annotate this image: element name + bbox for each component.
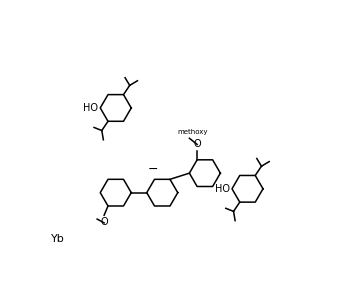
Text: −: − <box>148 163 158 176</box>
Text: O: O <box>100 217 108 227</box>
Text: O: O <box>193 139 201 149</box>
Text: HO: HO <box>215 184 230 194</box>
Text: HO: HO <box>83 103 98 113</box>
Text: methoxy: methoxy <box>177 129 208 135</box>
Text: Yb: Yb <box>52 234 65 244</box>
